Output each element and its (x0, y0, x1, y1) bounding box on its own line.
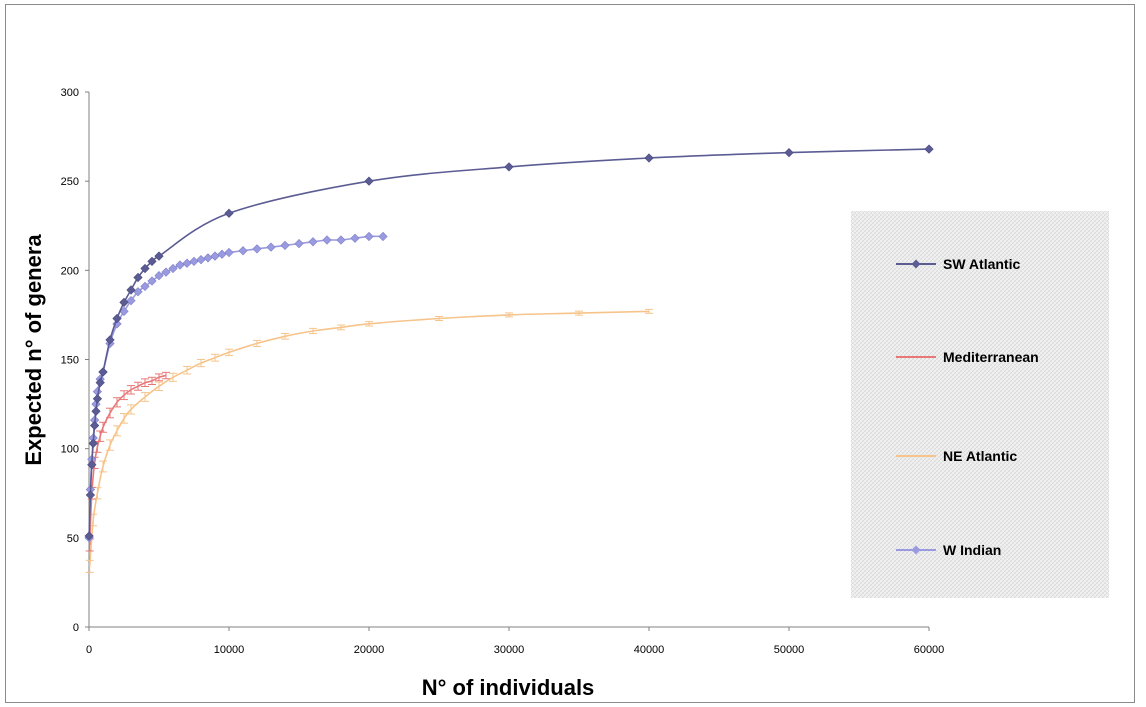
legend-item-sw-atlantic: SW Atlantic (896, 256, 1020, 272)
data-point (154, 251, 164, 261)
y-tick-label: 50 (67, 533, 79, 545)
data-point (238, 246, 248, 256)
y-tick-label: 250 (61, 176, 79, 188)
data-point (88, 438, 98, 448)
data-point (133, 272, 143, 283)
x-tick-label: 60000 (914, 644, 945, 656)
data-point (644, 153, 654, 163)
legend-label: W Indian (943, 542, 1001, 558)
series-sw-atlantic (84, 144, 934, 541)
data-point (87, 460, 97, 470)
x-axis-title: N° of individuals (422, 675, 595, 700)
series-layer (84, 144, 934, 573)
data-point (140, 281, 150, 292)
y-tick-label: 0 (73, 622, 79, 634)
y-axis-title: Expected n° of genera (21, 234, 46, 466)
data-point (140, 263, 150, 274)
legend: SW Atlantic Mediterranean NE Atlantic W Ind… (851, 211, 1109, 598)
data-point (126, 296, 136, 306)
y-tick-label: 300 (61, 87, 79, 99)
data-point (364, 231, 374, 242)
data-point (224, 208, 234, 218)
data-point (147, 276, 157, 286)
data-point (280, 240, 290, 250)
data-point (784, 148, 794, 158)
data-point (147, 256, 157, 267)
data-point (924, 144, 934, 154)
data-point (168, 263, 178, 274)
data-point (224, 247, 234, 258)
data-point (175, 260, 185, 270)
data-point (119, 297, 129, 308)
data-point (112, 313, 122, 324)
x-tick-label: 20000 (354, 644, 385, 656)
series-ne-atlantic (85, 308, 653, 573)
x-tick-label: 40000 (634, 644, 665, 656)
data-point (126, 285, 136, 295)
series-w-indian (84, 231, 388, 543)
data-point (92, 394, 103, 404)
legend-label: NE Atlantic (943, 448, 1017, 464)
data-point (91, 406, 101, 416)
data-point (85, 490, 96, 500)
data-point (182, 258, 192, 268)
x-tick-label: 50000 (774, 644, 805, 656)
series-line-mediterranean (88, 374, 167, 546)
x-tick-label: 0 (86, 644, 92, 656)
data-point (378, 231, 388, 242)
legend-label: SW Atlantic (943, 256, 1020, 272)
data-point (364, 176, 374, 186)
top-strip (0, 0, 1146, 4)
data-point (196, 255, 206, 265)
data-point (252, 244, 262, 254)
data-point (308, 237, 318, 247)
data-point (161, 267, 171, 277)
x-tick-label: 30000 (494, 644, 525, 656)
legend-swatch-marker (911, 259, 921, 269)
y-tick-label: 150 (61, 355, 79, 367)
data-point (203, 253, 213, 263)
series-line-ne-atlantic (88, 310, 650, 567)
data-point (95, 378, 105, 388)
legend-item-mediterranean: Mediterranean (896, 349, 1039, 365)
legend-label: Mediterranean (943, 349, 1039, 365)
data-point (294, 238, 304, 249)
data-point (504, 162, 514, 172)
data-point (84, 531, 94, 541)
data-point (105, 335, 115, 345)
legend-item-ne-atlantic: NE Atlantic (896, 448, 1017, 464)
data-point (154, 271, 164, 281)
axes: 0 50 100 150 200 250 300 0 10000 20000 30000 40000 5… (61, 87, 945, 656)
data-point (336, 235, 346, 245)
legend-box (851, 211, 1109, 598)
y-tick-label: 100 (61, 444, 79, 456)
legend-swatch-marker (911, 545, 921, 555)
data-point (210, 251, 220, 261)
data-point (266, 242, 276, 252)
data-point (89, 420, 100, 431)
x-tick-label: 10000 (214, 644, 245, 656)
series-mediterranean (85, 371, 170, 552)
data-point (217, 249, 227, 259)
data-point (350, 233, 360, 243)
legend-item-w-indian: W Indian (896, 542, 1001, 558)
data-point (322, 235, 332, 245)
data-point (189, 256, 199, 267)
series-line-w-indian (88, 235, 384, 538)
y-tick-label: 200 (61, 265, 79, 277)
series-line-sw-atlantic (88, 148, 930, 537)
data-point (98, 367, 108, 377)
